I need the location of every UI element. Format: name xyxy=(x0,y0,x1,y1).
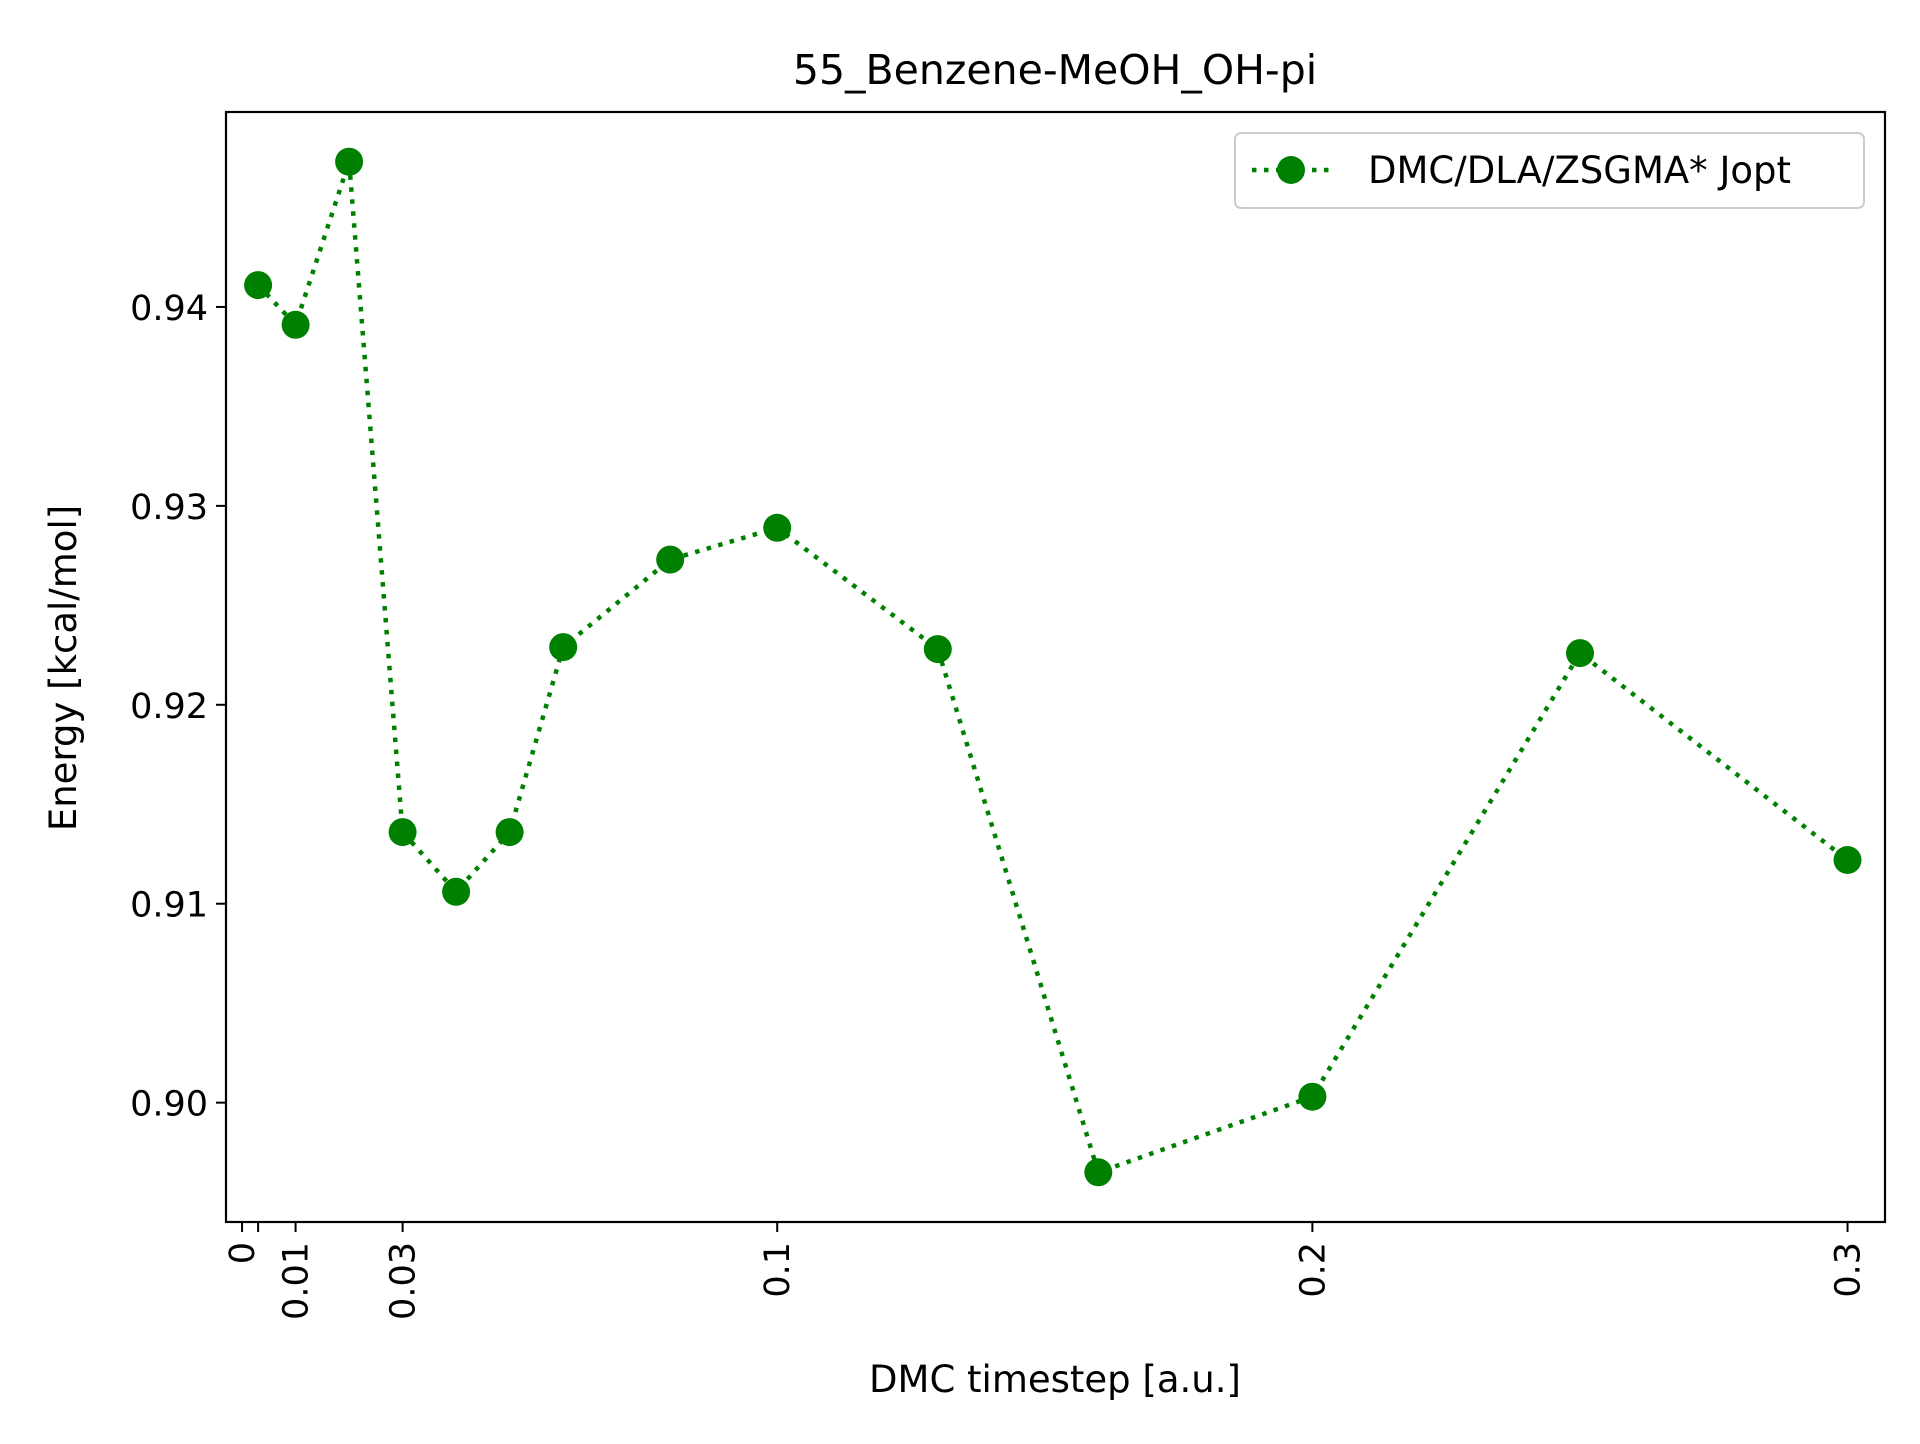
data-point xyxy=(549,633,578,662)
y-axis-ticks: 0.90 0.91 0.92 0.93 0.94 xyxy=(130,289,226,1125)
x-tick-label: 0.3 xyxy=(1829,1242,1869,1298)
legend-marker xyxy=(1277,156,1305,184)
series-layer xyxy=(244,147,1862,1187)
data-point xyxy=(442,877,471,906)
data-point xyxy=(495,818,524,847)
data-point xyxy=(1084,1158,1113,1187)
data-point xyxy=(1298,1082,1327,1111)
data-point xyxy=(281,310,310,339)
chart-title: 55_Benzene-MeOH_OH-pi xyxy=(793,46,1317,94)
data-point xyxy=(763,513,792,542)
data-point xyxy=(335,147,364,176)
y-tick-label: 0.92 xyxy=(130,687,208,727)
plot-area-frame xyxy=(224,110,1887,1224)
y-tick-label: 0.93 xyxy=(130,488,208,528)
data-point xyxy=(388,818,417,847)
legend-entry-label: DMC/DLA/ZSGMA* Jopt xyxy=(1368,149,1791,192)
series-line xyxy=(256,160,1849,1176)
x-tick-label: 0 xyxy=(223,1242,263,1264)
x-axis-label: DMC timestep [a.u.] xyxy=(869,1358,1241,1401)
x-tick-label: 0.03 xyxy=(384,1242,424,1320)
x-axis-ticks: 0 0.01 0.03 0.1 0.2 0.3 xyxy=(223,1222,1869,1320)
data-point xyxy=(656,545,685,574)
y-tick-label: 0.90 xyxy=(130,1085,208,1125)
y-axis-label: Energy [kcal/mol] xyxy=(42,505,85,831)
legend: DMC/DLA/ZSGMA* Jopt xyxy=(1234,132,1865,209)
data-point xyxy=(244,271,273,300)
data-point xyxy=(923,635,952,664)
x-tick-label: 0.2 xyxy=(1293,1242,1333,1298)
data-point xyxy=(1566,639,1594,668)
x-tick-label: 0.1 xyxy=(758,1242,798,1298)
y-tick-label: 0.94 xyxy=(130,289,208,329)
y-tick-label: 0.91 xyxy=(130,886,208,926)
x-tick-label: 0.01 xyxy=(277,1242,317,1320)
data-point xyxy=(1833,846,1862,874)
legend-box xyxy=(1234,132,1865,209)
